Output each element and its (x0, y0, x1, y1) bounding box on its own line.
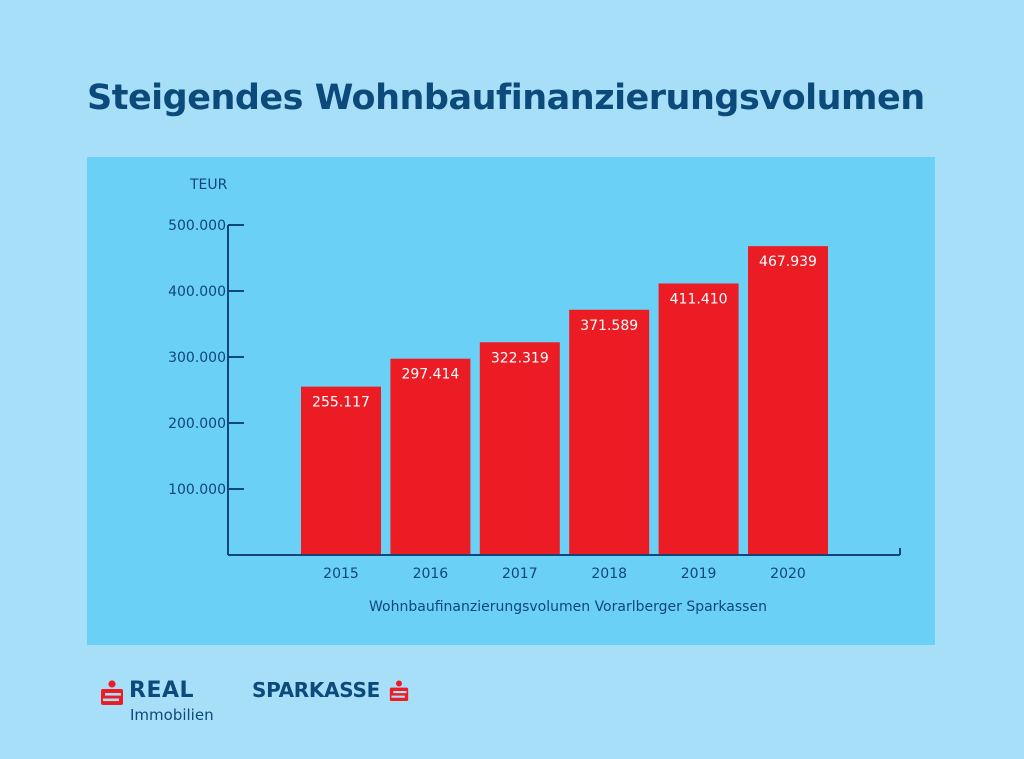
bar (301, 386, 381, 555)
x-axis-label: Wohnbaufinanzierungsvolumen Vorarlberger… (369, 599, 767, 615)
y-tick-label: 300.000 (168, 350, 226, 366)
bar-value-label: 322.319 (491, 350, 549, 366)
y-tick-label: 200.000 (168, 416, 226, 432)
real-logo-text: REAL (129, 678, 195, 703)
bar (748, 246, 828, 555)
x-tick-label: 2020 (770, 566, 806, 582)
y-unit-label: TEUR (189, 177, 228, 193)
y-tick-label: 400.000 (168, 284, 226, 300)
chart-panel: TEUR 255.117 2015 297.414 2016 322.319 2017 371… (87, 157, 935, 645)
bar (479, 342, 560, 555)
bar (569, 309, 650, 555)
page-title: Steigendes Wohnbaufinanzierungsvolumen (87, 78, 925, 118)
y-tick-label: 500.000 (168, 218, 226, 234)
sparkasse-logo-text: SPARKASSE (252, 678, 380, 702)
bar-value-label: 467.939 (759, 254, 817, 270)
x-tick-label: 2018 (591, 566, 627, 582)
bar-value-label: 371.589 (580, 318, 638, 334)
x-tick-label: 2016 (413, 566, 449, 582)
x-tick-label: 2015 (323, 566, 359, 582)
real-logo-subtitle: Immobilien (130, 706, 214, 724)
bar-value-label: 411.410 (670, 291, 728, 307)
bar-chart: TEUR 255.117 2015 297.414 2016 322.319 2017 371… (168, 177, 901, 615)
bar (390, 358, 471, 555)
x-tick-label: 2019 (681, 566, 717, 582)
sparkasse-logo: SPARKASSE (252, 678, 422, 708)
bar-value-label: 255.117 (312, 395, 370, 411)
bar-value-label: 297.414 (401, 367, 459, 383)
y-tick-label: 100.000 (168, 482, 226, 498)
bar (658, 283, 739, 555)
sparkasse-s-icon (389, 679, 409, 707)
real-immobilien-logo: REAL Immobilien (100, 678, 230, 728)
x-tick-label: 2017 (502, 566, 538, 582)
sparkasse-s-icon (100, 680, 124, 710)
